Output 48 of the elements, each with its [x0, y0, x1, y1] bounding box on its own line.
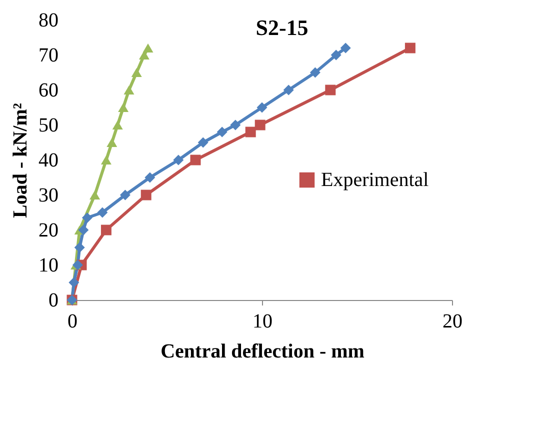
- point: [325, 84, 336, 96]
- point: [310, 67, 320, 78]
- point: [118, 102, 129, 112]
- point: [120, 190, 130, 200]
- point: [140, 190, 152, 200]
- point: [254, 120, 266, 130]
- point: [256, 102, 268, 113]
- y-tick-label: 40: [38, 150, 58, 172]
- chart-title: S2-15: [256, 15, 308, 40]
- point: [340, 42, 351, 54]
- point: [230, 120, 241, 130]
- y-tick-label: 50: [38, 114, 58, 136]
- point: [404, 42, 416, 54]
- point: [82, 212, 92, 223]
- y-tick-label: 80: [38, 10, 58, 32]
- point: [68, 277, 80, 288]
- point: [245, 126, 256, 138]
- x-tick-label: 0: [68, 310, 78, 332]
- point: [330, 50, 342, 60]
- x-tick-label: 20: [442, 310, 462, 332]
- y-tick-label: 20: [38, 220, 58, 242]
- point: [106, 138, 118, 148]
- x-axis-title: Central deflection - mm: [160, 340, 365, 362]
- point: [90, 190, 100, 200]
- y-axis-title: Load - kN/m²: [10, 103, 32, 218]
- x-tick-label: 10: [252, 310, 272, 332]
- point: [100, 155, 112, 165]
- point: [216, 126, 228, 138]
- y-tick-label: 10: [38, 254, 58, 276]
- point: [112, 120, 123, 130]
- point: [78, 224, 89, 236]
- point: [74, 242, 85, 253]
- point: [131, 68, 142, 78]
- point: [100, 224, 112, 236]
- point: [283, 84, 294, 96]
- point: [144, 172, 156, 183]
- y-tick-label: 60: [38, 80, 58, 102]
- point: [124, 85, 134, 95]
- point: [173, 154, 184, 166]
- y-tick-label: 30: [38, 184, 58, 206]
- point: [190, 154, 201, 166]
- point: [97, 207, 108, 218]
- point: [198, 137, 208, 148]
- legend-label: Experimental: [321, 169, 430, 191]
- point: [142, 43, 154, 53]
- point: [138, 50, 150, 60]
- y-tick-label: 0: [48, 290, 58, 312]
- y-tick-label: 70: [38, 44, 58, 66]
